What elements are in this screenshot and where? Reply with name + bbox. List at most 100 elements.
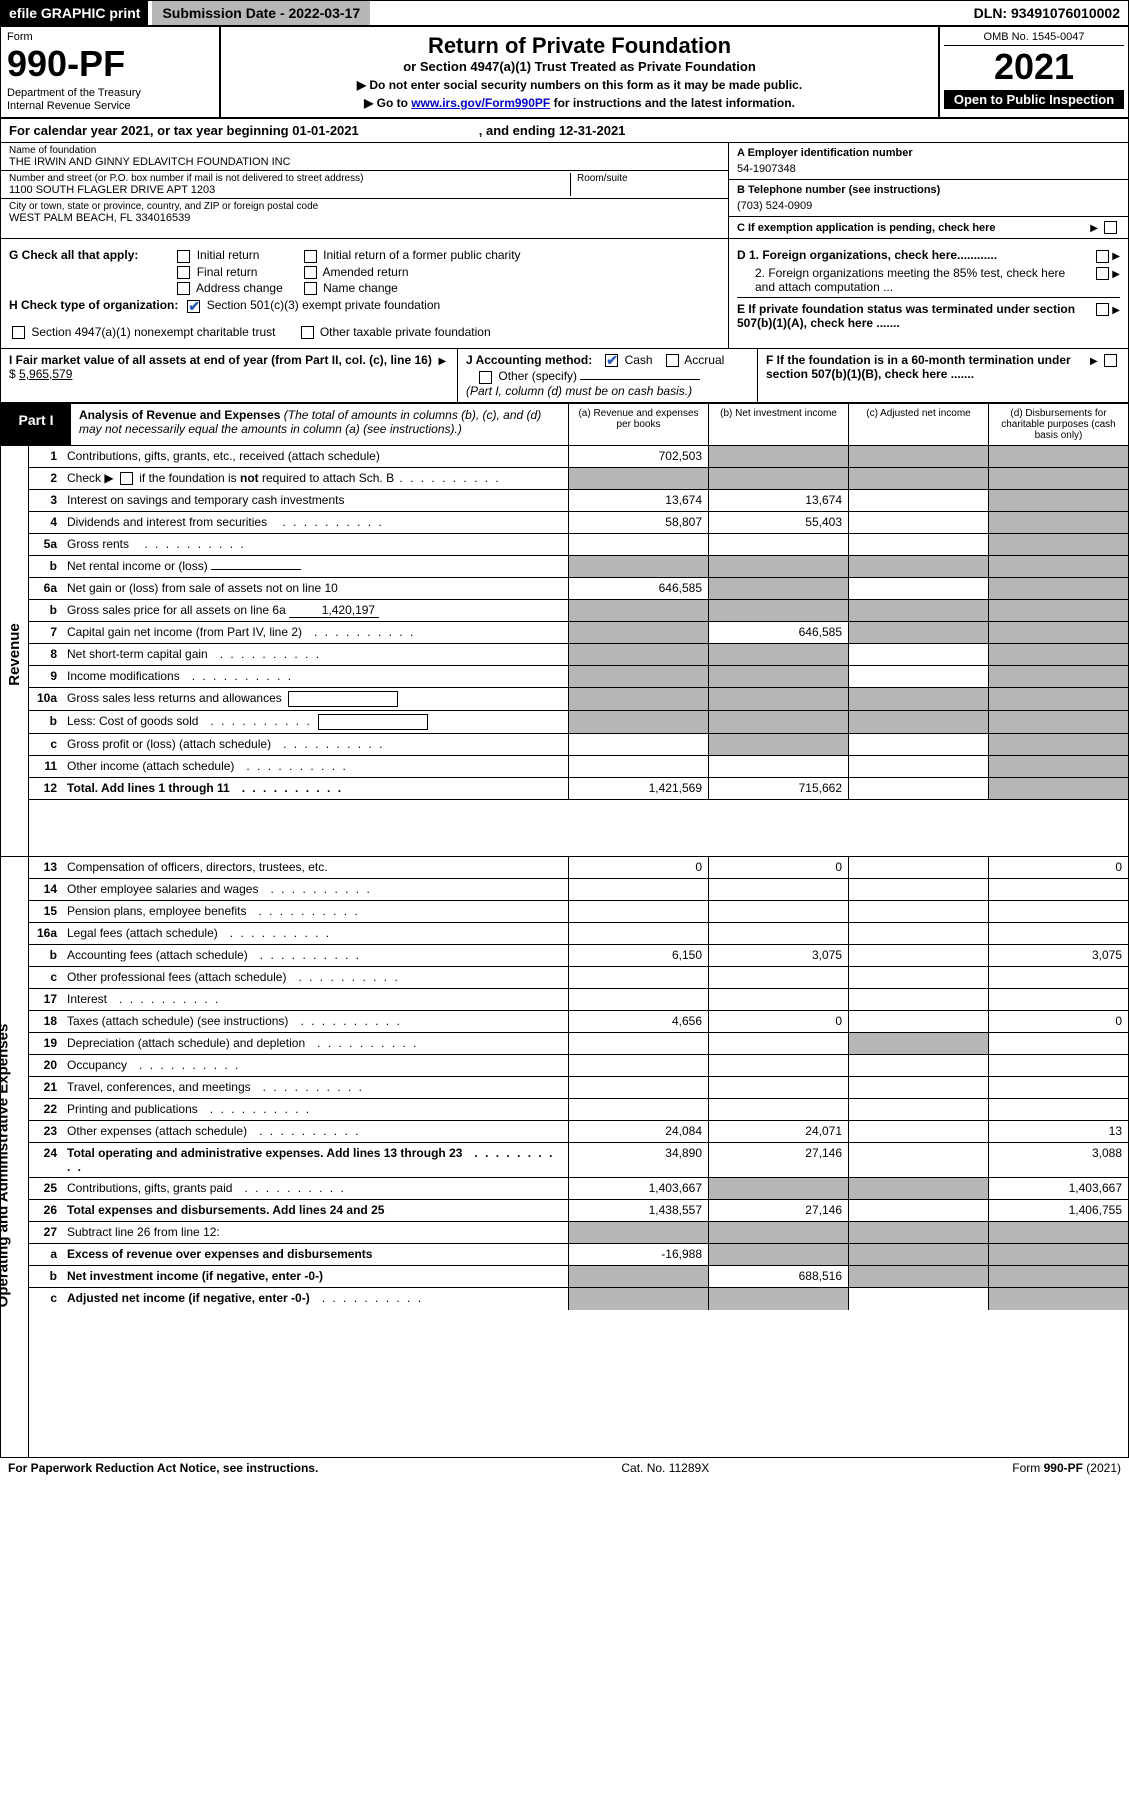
part1-header: Part I Analysis of Revenue and Expenses … <box>1 404 1128 446</box>
topbar-spacer <box>374 1 966 25</box>
h-opt3: Other taxable private foundation <box>298 325 491 339</box>
ein-val: 54-1907348 <box>737 163 1120 175</box>
i-val: 5,965,579 <box>19 367 72 381</box>
footer-mid: Cat. No. 11289X <box>621 1461 709 1475</box>
form-container: efile GRAPHIC print Submission Date - 20… <box>0 0 1129 1458</box>
addr: 1100 SOUTH FLAGLER DRIVE APT 1203 <box>9 184 570 196</box>
g-checkbox[interactable] <box>304 282 317 295</box>
addr-row: Number and street (or P.O. box number if… <box>1 171 728 199</box>
form-title: Return of Private Foundation <box>229 33 930 59</box>
h-checkbox-501c3[interactable] <box>187 300 200 313</box>
triangle-icon <box>1090 353 1098 367</box>
note-link: ▶ Go to www.irs.gov/Form990PF for instru… <box>229 96 930 110</box>
identity-block: Name of foundation THE IRWIN AND GINNY E… <box>1 143 1128 239</box>
revenue-sidetab: Revenue <box>1 446 29 856</box>
revenue-table: Revenue 1Contributions, gifts, grants, e… <box>1 446 1128 856</box>
h-row: H Check type of organization: Section 50… <box>9 298 720 339</box>
c-check-group <box>1090 221 1120 234</box>
c-label: C If exemption application is pending, c… <box>737 222 996 234</box>
footer: For Paperwork Reduction Act Notice, see … <box>0 1458 1129 1478</box>
d2-checkbox[interactable] <box>1096 267 1109 280</box>
header-mid: Return of Private Foundation or Section … <box>221 27 938 117</box>
g-row: G Check all that apply: Initial return I… <box>9 248 720 295</box>
irs-link[interactable]: www.irs.gov/Form990PF <box>411 96 550 110</box>
triangle-icon <box>1112 302 1120 316</box>
part1-title: Analysis of Revenue and Expenses <box>79 408 280 422</box>
h-checkbox-4947[interactable] <box>12 326 25 339</box>
j-accrual-checkbox[interactable] <box>666 354 679 367</box>
dept: Department of the Treasury Internal Reve… <box>7 87 213 113</box>
city-row: City or town, state or province, country… <box>1 199 728 226</box>
dln: DLN: 93491076010002 <box>966 1 1128 25</box>
j-cash-checkbox[interactable] <box>605 354 618 367</box>
expenses-sidetab: Operating and Administrative Expenses <box>1 857 29 1457</box>
cols-header: (a) Revenue and expenses per books (b) N… <box>568 404 1128 445</box>
f-box: F If the foundation is in a 60-month ter… <box>758 349 1128 402</box>
calyear-end: 12-31-2021 <box>559 123 626 138</box>
note2-pre: ▶ Go to <box>364 96 411 110</box>
g-opt: Amended return <box>301 265 521 279</box>
submission-date: Submission Date - 2022-03-17 <box>148 1 374 25</box>
g-opt: Address change <box>174 281 282 295</box>
phone-row: B Telephone number (see instructions) (7… <box>729 180 1128 217</box>
part1-tag: Part I <box>1 404 71 445</box>
col-c-hdr: (c) Adjusted net income <box>848 404 988 445</box>
d1-row: D 1. Foreign organizations, check here..… <box>737 248 1120 262</box>
omb: OMB No. 1545-0047 <box>944 31 1124 46</box>
col-a-hdr: (a) Revenue and expenses per books <box>568 404 708 445</box>
g-opt: Name change <box>301 281 521 295</box>
e-row: E If private foundation status was termi… <box>737 297 1120 330</box>
expenses-body: 13Compensation of officers, directors, t… <box>29 857 1128 1457</box>
header-left: Form 990-PF Department of the Treasury I… <box>1 27 221 117</box>
calyear-pre: For calendar year 2021, or tax year begi… <box>9 123 292 138</box>
g-checkbox[interactable] <box>304 250 317 263</box>
j-label: J Accounting method: <box>466 353 592 367</box>
calyear-begin: 01-01-2021 <box>292 123 359 138</box>
city: WEST PALM BEACH, FL 334016539 <box>9 212 720 224</box>
col-d-hdr: (d) Disbursements for charitable purpose… <box>988 404 1128 445</box>
d1-checkbox[interactable] <box>1096 250 1109 263</box>
c-checkbox[interactable] <box>1104 221 1117 234</box>
revenue-body: 1Contributions, gifts, grants, etc., rec… <box>29 446 1128 856</box>
form-subtitle: or Section 4947(a)(1) Trust Treated as P… <box>229 59 930 74</box>
d2-row: 2. Foreign organizations meeting the 85%… <box>737 266 1120 294</box>
sch-b-checkbox[interactable] <box>120 472 133 485</box>
g-opt: Initial return of a former public charit… <box>301 248 521 262</box>
j-note: (Part I, column (d) must be on cash basi… <box>466 384 749 398</box>
j-other-checkbox[interactable] <box>479 371 492 384</box>
room-label: Room/suite <box>577 173 720 184</box>
e-checkbox[interactable] <box>1096 303 1109 316</box>
city-label: City or town, state or province, country… <box>9 201 720 212</box>
g-checkbox[interactable] <box>177 250 190 263</box>
g-opt: Final return <box>174 265 282 279</box>
efile-print-button[interactable]: efile GRAPHIC print <box>1 1 148 25</box>
def-right: D 1. Foreign organizations, check here..… <box>728 239 1128 348</box>
footer-right: Form 990-PF (2021) <box>1012 1461 1121 1475</box>
ghij-block: G Check all that apply: Initial return I… <box>1 239 1128 349</box>
phone-val: (703) 524-0909 <box>737 200 1120 212</box>
gh-left: G Check all that apply: Initial return I… <box>1 239 728 348</box>
revenue-label: Revenue <box>6 623 23 686</box>
g-checkbox[interactable] <box>304 266 317 279</box>
identity-left: Name of foundation THE IRWIN AND GINNY E… <box>1 143 728 238</box>
note-ssn: ▶ Do not enter social security numbers o… <box>229 78 930 92</box>
h-opt1: Section 501(c)(3) exempt private foundat… <box>184 298 440 312</box>
tax-year: 2021 <box>944 46 1124 88</box>
triangle-icon <box>438 353 446 367</box>
addr-label: Number and street (or P.O. box number if… <box>9 173 570 184</box>
g-opt: Initial return <box>174 248 282 262</box>
g-checkbox[interactable] <box>177 282 190 295</box>
f-checkbox[interactable] <box>1104 354 1117 367</box>
g-checkbox[interactable] <box>177 266 190 279</box>
efile-label: efile GRAPHIC print <box>9 5 140 21</box>
note2-post: for instructions and the latest informat… <box>550 96 795 110</box>
expenses-table: Operating and Administrative Expenses 13… <box>1 856 1128 1457</box>
part1-desc: Analysis of Revenue and Expenses (The to… <box>71 404 568 445</box>
triangle-icon <box>1090 222 1098 234</box>
name-label: Name of foundation <box>9 145 720 156</box>
g-label: G Check all that apply: <box>9 248 138 262</box>
h-label: H Check type of organization: <box>9 298 178 312</box>
h-checkbox-other[interactable] <box>301 326 314 339</box>
foundation-name: THE IRWIN AND GINNY EDLAVITCH FOUNDATION… <box>9 156 720 168</box>
g-opts: Initial return Initial return of a forme… <box>174 248 520 295</box>
